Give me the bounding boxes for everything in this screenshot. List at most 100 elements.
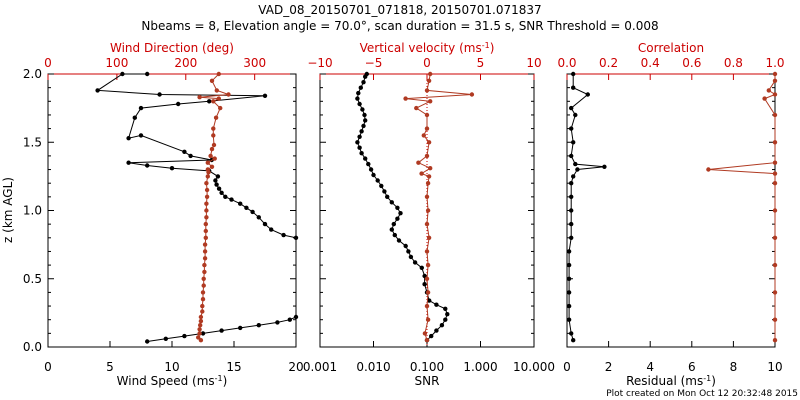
- series-point: [391, 221, 396, 227]
- series-point: [219, 190, 224, 195]
- series-point: [281, 232, 286, 238]
- x-top-tick-label: 0: [423, 56, 431, 70]
- series-point: [361, 80, 366, 85]
- series-point: [569, 153, 574, 159]
- series-point: [371, 172, 376, 178]
- series-point: [395, 205, 400, 210]
- series-point: [188, 153, 193, 159]
- x-top-tick-label: 0: [44, 56, 52, 70]
- x-top-tick-label: 10: [526, 56, 541, 70]
- series-point: [176, 101, 181, 107]
- series-point: [772, 290, 778, 295]
- series-point: [772, 317, 778, 322]
- series-line-2: [405, 73, 472, 341]
- series-point: [385, 194, 390, 199]
- x-bottom-tick-label: 4: [646, 360, 654, 374]
- series-point: [406, 249, 411, 254]
- series-point: [204, 201, 209, 206]
- series-point: [426, 78, 432, 84]
- series-point: [569, 194, 574, 199]
- x-bottom-axis-label: Wind Speed (ms-1): [117, 374, 228, 389]
- series-point: [772, 140, 778, 145]
- series-point: [200, 303, 205, 309]
- series-point: [202, 242, 208, 247]
- series-point: [382, 189, 387, 194]
- series-point: [443, 306, 448, 311]
- x-bottom-tick-label: 0: [563, 360, 571, 374]
- series-point: [772, 208, 778, 213]
- series-point: [364, 71, 369, 77]
- series-point: [250, 209, 255, 215]
- series-point: [424, 221, 430, 227]
- figure-title-line1: VAD_08_20150701_071818, 20150701.071837: [258, 3, 541, 17]
- series-point: [202, 249, 208, 254]
- x-bottom-tick-label: 10: [767, 360, 782, 374]
- x-bottom-tick-label: 0.001: [303, 360, 337, 374]
- series-point: [213, 115, 219, 120]
- series-point: [571, 71, 576, 77]
- series-point: [145, 71, 150, 77]
- series-point: [204, 187, 210, 193]
- series-point: [204, 181, 209, 186]
- x-top-tick-label: 5: [477, 56, 485, 70]
- series-point: [202, 269, 207, 275]
- series-point: [422, 331, 428, 336]
- series-point: [197, 327, 202, 332]
- series-point: [126, 136, 131, 141]
- series-point: [772, 160, 778, 165]
- panel-2: 0.001 0.010 0.100 1.000 10.000 −10 −5 0 5 10 SNR Ve…: [303, 41, 555, 389]
- series-point: [706, 167, 711, 172]
- series-point: [772, 112, 778, 118]
- series-point: [359, 151, 364, 156]
- series-point: [216, 96, 221, 101]
- series-point: [772, 78, 778, 84]
- series-point: [425, 181, 431, 186]
- series-point: [416, 160, 421, 165]
- series-point: [275, 320, 280, 325]
- series-point: [145, 339, 150, 344]
- series-point: [571, 140, 576, 145]
- series-point: [223, 194, 228, 199]
- series-point: [772, 235, 778, 240]
- series-point: [424, 88, 430, 93]
- series-point: [200, 331, 206, 336]
- series-point: [395, 216, 400, 221]
- series-point: [389, 227, 394, 232]
- x-top-tick-label: −5: [365, 56, 383, 70]
- series-point: [204, 208, 209, 213]
- series-point: [200, 309, 205, 314]
- series-point: [238, 201, 243, 206]
- series-point: [362, 112, 367, 118]
- series-point: [566, 303, 572, 309]
- series-point: [566, 262, 572, 268]
- series-point: [205, 174, 210, 179]
- x-top-tick-label: 200: [174, 56, 197, 70]
- series-point: [569, 208, 574, 213]
- series-point: [772, 171, 778, 176]
- series-point: [566, 317, 572, 322]
- x-bottom-axis-label: Residual (ms-1): [626, 374, 716, 389]
- series-point: [602, 164, 607, 169]
- series-point: [357, 101, 362, 107]
- panel-frame: [47, 73, 297, 348]
- x-bottom-tick-label: 2: [605, 360, 613, 374]
- x-top-axis-label: Correlation: [638, 41, 704, 55]
- y-axis-label: z (km AGL): [1, 177, 15, 243]
- series-point: [214, 88, 219, 93]
- series-point: [293, 235, 299, 240]
- x-bottom-tick-label: 15: [226, 360, 241, 374]
- series-point: [427, 298, 432, 303]
- x-bottom-axis-label: SNR: [415, 374, 440, 388]
- series-point: [772, 338, 778, 343]
- series-point: [403, 96, 408, 101]
- panel-3: 0 2 4 6 8 10 0.0 0.2 0.4 0.6 0.8 1.0 Residual (ms-1)…: [557, 41, 784, 388]
- series-point: [205, 160, 210, 165]
- series-point: [198, 318, 204, 324]
- series-point: [424, 112, 430, 118]
- series-point: [203, 228, 208, 234]
- x-top-tick-label: 100: [105, 56, 128, 70]
- x-bottom-tick-label: 10: [164, 360, 179, 374]
- series-point: [426, 235, 432, 240]
- series-point: [209, 146, 215, 152]
